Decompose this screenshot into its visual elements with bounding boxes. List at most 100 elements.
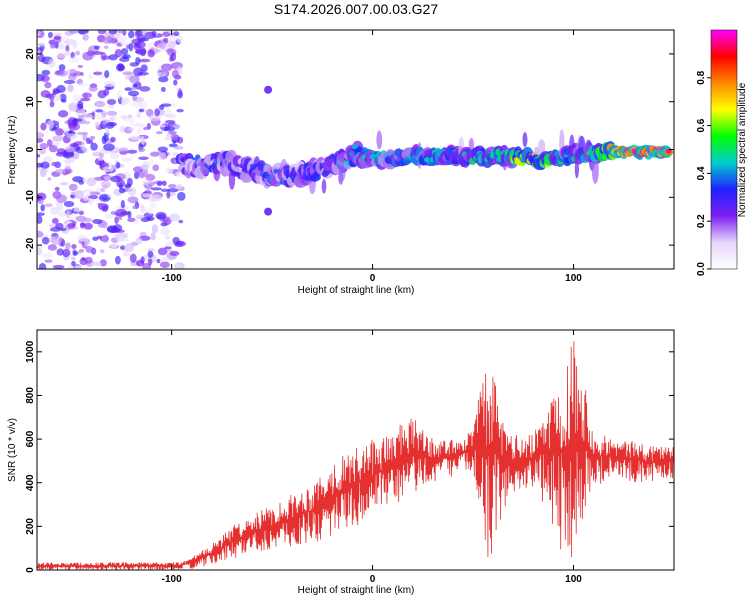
noise-blob — [67, 84, 74, 93]
noise-blob — [157, 73, 166, 78]
noise-blob — [40, 75, 50, 83]
noise-blob — [67, 223, 76, 229]
noise-blob — [47, 244, 58, 251]
noise-blob — [136, 214, 144, 219]
noise-blob — [124, 243, 135, 252]
noise-blob — [165, 241, 173, 247]
noise-blob — [70, 194, 75, 198]
noise-blob — [65, 210, 71, 219]
noise-blob — [145, 108, 154, 117]
noise-blob — [57, 70, 68, 77]
noise-blob — [166, 191, 171, 199]
noise-blob — [116, 35, 128, 42]
noise-blob — [120, 48, 129, 55]
noise-blob — [42, 252, 53, 258]
noise-blob — [120, 245, 126, 251]
noise-blob — [55, 168, 66, 174]
noise-blob — [50, 235, 63, 245]
noise-blob — [106, 110, 118, 116]
noise-blob — [37, 132, 45, 139]
noise-blob — [71, 243, 77, 250]
noise-blob — [115, 208, 128, 217]
noise-blob — [176, 35, 183, 43]
spectrogram-x-axis: -100 0 100 — [162, 30, 582, 284]
noise-blob — [63, 201, 75, 208]
noise-blob — [37, 192, 47, 201]
noise-blob — [122, 118, 133, 123]
noise-blob — [103, 88, 110, 96]
noise-blob — [169, 250, 180, 256]
noise-blob — [100, 52, 107, 61]
noise-blob — [173, 79, 178, 86]
noise-blob — [53, 89, 61, 94]
noise-blob — [49, 227, 62, 232]
spectrogram-y-label: Frequency (Hz) — [7, 116, 18, 185]
y-tick-label: 1000 — [25, 340, 36, 363]
noise-blob — [88, 194, 98, 200]
noise-blob — [175, 262, 180, 269]
noise-blob — [75, 50, 81, 56]
noise-blob — [168, 131, 177, 135]
noise-blob — [47, 177, 52, 181]
noise-blob — [151, 224, 158, 234]
ridge-spike — [522, 132, 528, 148]
noise-blob — [97, 156, 105, 161]
noise-blob — [65, 45, 70, 53]
noise-blob — [115, 63, 125, 72]
noise-blob — [99, 259, 107, 267]
noise-blob — [73, 118, 83, 122]
noise-blob — [160, 218, 169, 223]
noise-blob — [40, 122, 47, 131]
noise-blob — [147, 207, 153, 215]
snr-x-axis: -100 0 100 — [162, 330, 582, 585]
noise-blob — [140, 136, 145, 145]
noise-blob — [108, 115, 118, 120]
noise-blob — [160, 66, 169, 75]
noise-blob — [85, 246, 94, 253]
noise-blob — [89, 191, 101, 196]
noise-blob — [127, 90, 140, 97]
noise-blob — [49, 100, 55, 108]
noise-blob — [96, 116, 107, 121]
noise-blob — [131, 100, 143, 108]
noise-blob — [83, 217, 92, 223]
noise-blob — [146, 248, 156, 252]
noise-blob — [44, 203, 53, 208]
noise-blob — [40, 90, 51, 98]
x-tick-label: 100 — [565, 574, 582, 585]
chart-title: S174.2026.007.00.03.G27 — [274, 1, 438, 17]
ridge-spike — [468, 138, 475, 152]
noise-blob — [84, 113, 93, 119]
noise-blob — [110, 152, 120, 160]
x-tick-label: -100 — [162, 574, 182, 585]
noise-blob — [37, 50, 41, 57]
noise-blob — [84, 120, 91, 125]
noise-blob — [132, 205, 138, 210]
noise-blob — [152, 164, 160, 172]
noise-blob — [158, 152, 167, 161]
noise-blob — [156, 181, 163, 187]
noise-blob — [77, 64, 84, 69]
noise-blob — [87, 198, 94, 205]
noise-blob — [173, 146, 184, 150]
noise-blob — [134, 41, 146, 49]
x-tick-label: 0 — [370, 574, 376, 585]
noise-blob — [106, 98, 117, 105]
noise-blob — [103, 143, 115, 151]
noise-blob — [93, 71, 103, 76]
colorbar-tick-label: 0.6 — [696, 118, 707, 132]
x-tick-label: 100 — [565, 273, 582, 284]
noise-blob — [56, 148, 66, 155]
noise-blob — [138, 156, 149, 161]
noise-blob — [37, 230, 44, 238]
noise-blob — [78, 180, 85, 185]
y-tick-label: -10 — [25, 190, 36, 205]
noise-blob — [101, 234, 109, 243]
noise-blob — [136, 111, 142, 119]
noise-blob — [122, 71, 134, 76]
noise-blob — [56, 194, 68, 203]
noise-blob — [139, 204, 145, 213]
noise-blob — [177, 191, 186, 201]
y-tick-label: 400 — [25, 474, 36, 491]
noise-blob — [77, 30, 89, 35]
